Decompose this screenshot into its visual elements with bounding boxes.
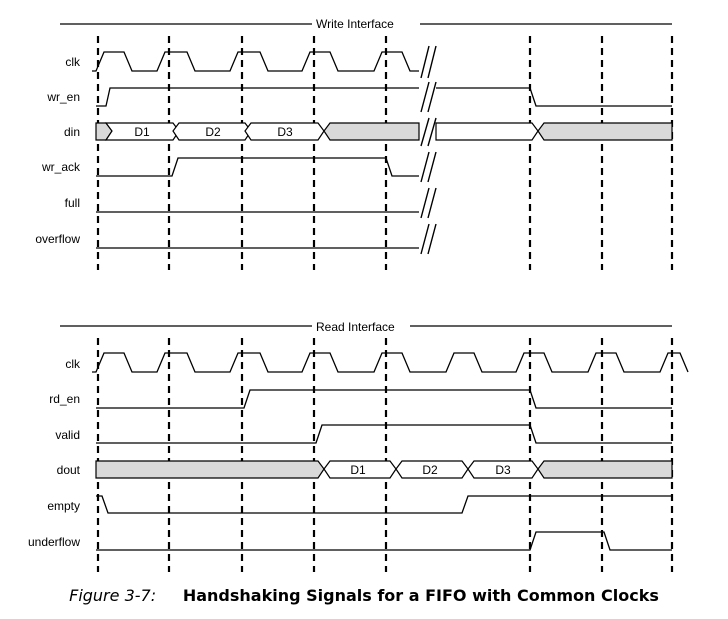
waveform-clk-write	[92, 52, 419, 71]
signal-label-dout: dout	[57, 463, 81, 477]
signal-label-full: full	[65, 196, 80, 210]
time-break-slash	[428, 188, 436, 218]
figure-number: Figure 3-7:	[69, 586, 156, 605]
time-break-slash	[421, 118, 429, 146]
write-interface-title: Write Interface	[316, 17, 394, 31]
signal-label-overflow: overflow	[35, 232, 80, 246]
signal-label-rd-en: rd_en	[49, 392, 80, 406]
din-label-d1: D1	[134, 125, 150, 139]
din-label-d3: D3	[277, 125, 293, 139]
dout-label-d2: D2	[422, 463, 438, 477]
waveform-underflow	[96, 532, 672, 550]
dout-label-d3: D3	[495, 463, 511, 477]
time-break-slash	[428, 82, 436, 112]
time-break-slash	[428, 118, 436, 146]
clock-edge-markers	[98, 36, 672, 572]
time-break-slash	[428, 152, 436, 182]
read-interface-title: Read Interface	[316, 320, 395, 334]
figure-caption: Figure 3-7: Handshaking Signals for a FI…	[0, 586, 728, 606]
time-break-slash	[428, 224, 436, 254]
dout-label-d1: D1	[350, 463, 366, 477]
time-break-slash	[421, 152, 429, 182]
dout-bus-busy-end	[538, 461, 672, 478]
signal-label-empty: empty	[47, 499, 80, 513]
time-break-slash	[421, 224, 429, 254]
din-bus-busy-end	[538, 123, 672, 140]
waveform-wr-ack	[96, 158, 419, 176]
time-break-marks	[421, 46, 436, 254]
time-break-slash	[428, 46, 436, 78]
signal-label-clk-write: clk	[65, 55, 81, 69]
read-interface-section: Read Interface clk rd_en valid dout empt…	[28, 320, 688, 550]
figure-title: Handshaking Signals for a FIFO with Comm…	[183, 586, 659, 605]
time-break-slash	[421, 46, 429, 78]
waveform-wr-en	[96, 88, 419, 106]
signal-label-din: din	[64, 125, 80, 139]
dout-bus-busy-start	[96, 461, 324, 478]
time-break-slash	[421, 188, 429, 218]
signal-label-wr-ack: wr_ack	[41, 160, 81, 174]
signal-label-wr-en: wr_en	[46, 90, 80, 104]
din-bus-busy-middle	[324, 123, 419, 140]
waveform-wr-en-after-break	[436, 88, 672, 106]
signal-label-clk-read: clk	[65, 357, 81, 371]
waveform-valid	[96, 425, 672, 443]
signal-label-underflow: underflow	[28, 535, 80, 549]
waveform-clk-read	[92, 353, 688, 372]
signal-label-valid: valid	[55, 428, 80, 442]
din-bus-after-break	[436, 123, 538, 140]
waveform-rd-en	[96, 390, 672, 408]
din-label-d2: D2	[205, 125, 221, 139]
time-break-slash	[421, 82, 429, 112]
write-interface-section: Write Interface clk wr_en din wr_ack ful…	[35, 17, 672, 248]
waveform-empty	[96, 496, 672, 513]
